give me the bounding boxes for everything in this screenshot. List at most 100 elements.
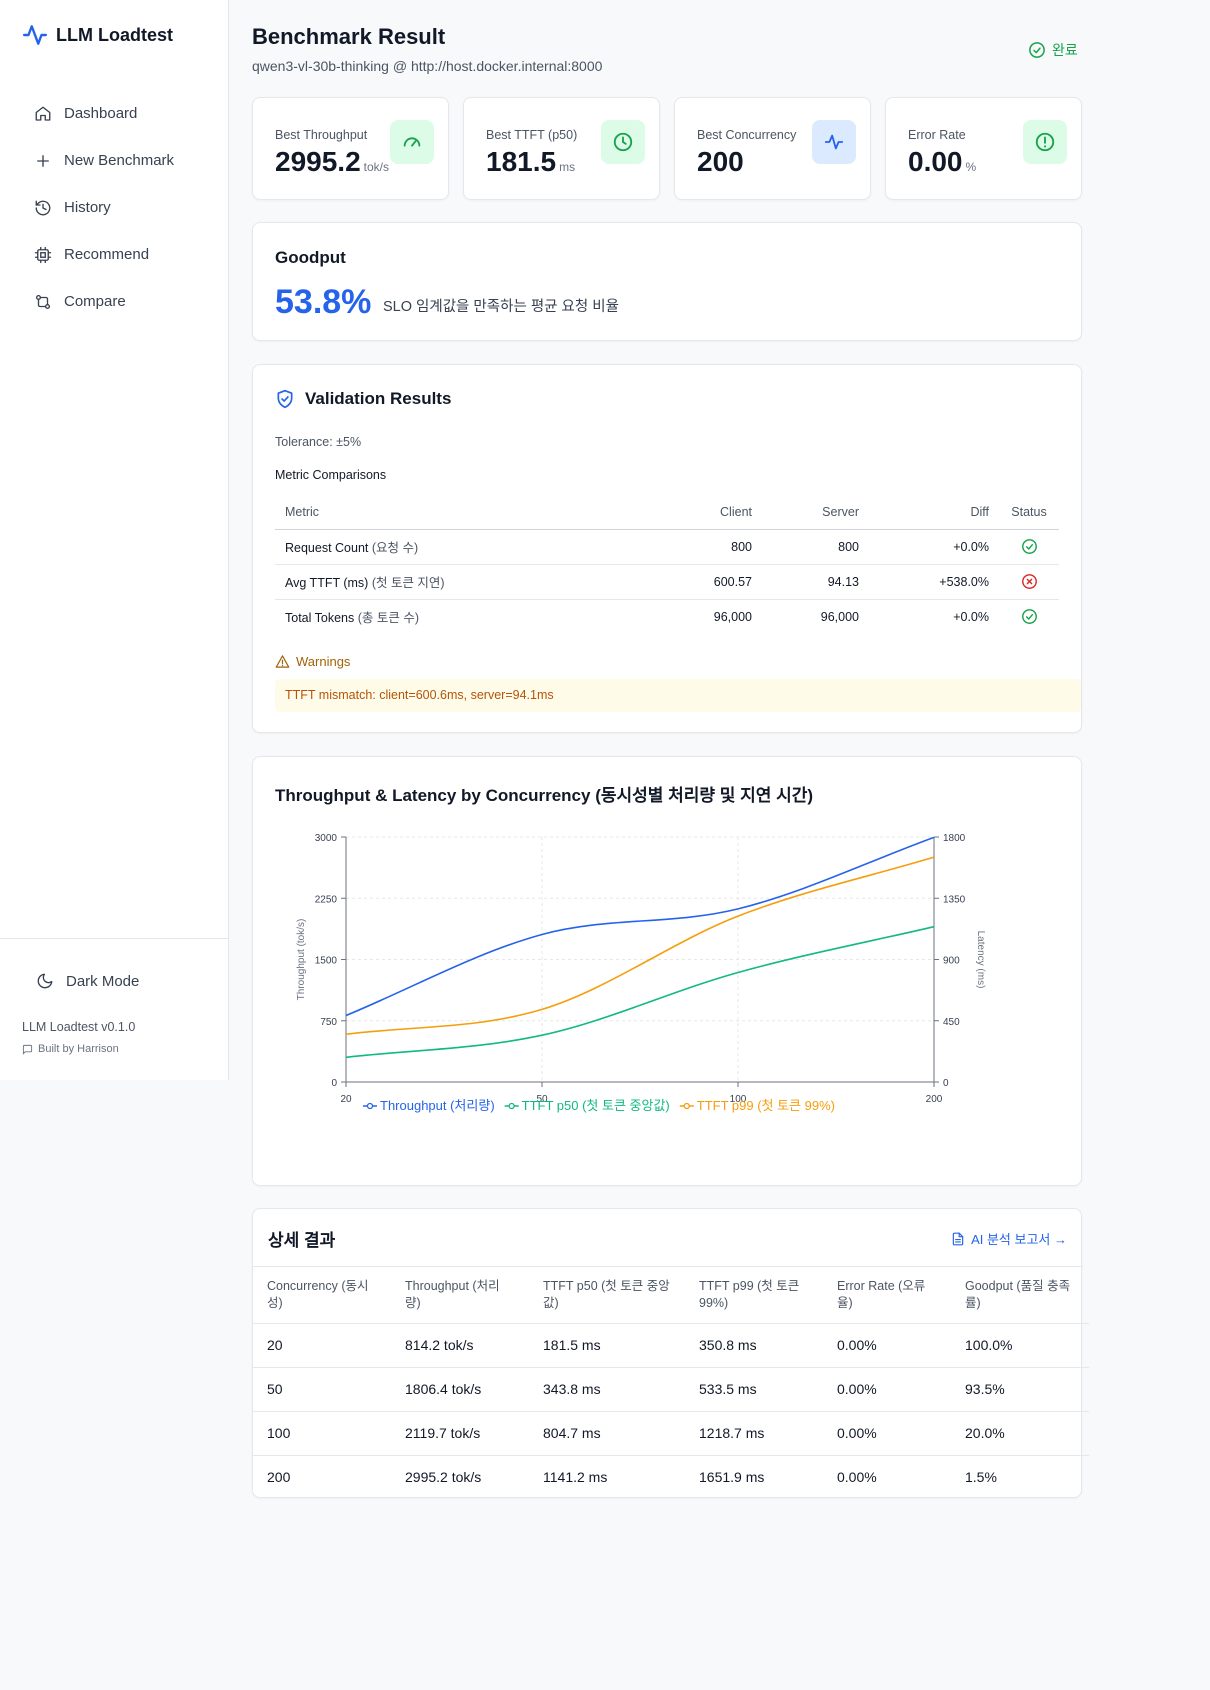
metric-name-kr: (요청 수) [371, 541, 419, 555]
table-row: Avg TTFT (ms) (첫 토큰 지연) 600.57 94.13 +53… [275, 564, 1059, 600]
metric-cell: Total Tokens (총 토큰 수) [275, 599, 655, 634]
series-line [345, 925, 935, 1059]
page-subtitle: qwen3-vl-30b-thinking @ http://host.dock… [252, 58, 603, 74]
history-icon [35, 200, 51, 215]
app-name: LLM Loadtest [56, 24, 173, 45]
details-card: 상세 결과 AI 분석 보고서 → Concurrency (동시성) Thro… [252, 1208, 1089, 1498]
comparisons-title: Metric Comparisons [275, 468, 387, 482]
x-tick-label: 100 [730, 1094, 747, 1105]
legend-item: TTFT p50 (첫 토큰 중앙값) [504, 1098, 670, 1113]
validation-header: Validation Results [275, 389, 451, 409]
sidebar-item-dashboard[interactable]: Dashboard [34, 90, 174, 137]
column-header-text: Error Rate (오류율) [837, 1278, 926, 1310]
ttft-p99-cell: 1651.9 ms [699, 1469, 765, 1486]
built-by-text: Built by Harrison [38, 1043, 119, 1055]
metric-cell: Request Count (요청 수) [275, 529, 655, 565]
ai-report-link[interactable]: AI 분석 보고서 → [951, 1229, 1067, 1248]
sidebar-item-label: Compare [64, 293, 126, 310]
stat-label: Best Concurrency [697, 128, 797, 142]
metric-cell: Avg TTFT (ms) (첫 토큰 지연) [275, 564, 655, 600]
series-line [345, 836, 935, 1017]
moon-icon [37, 973, 53, 989]
sidebar-item-label: New Benchmark [64, 152, 175, 169]
stat-icon-box [812, 120, 856, 164]
stat-label: Best TTFT (p50) [486, 128, 578, 142]
legend-marker [508, 1102, 515, 1110]
sidebar-divider [0, 938, 229, 939]
error-rate-cell: 0.00% [823, 1411, 951, 1456]
column-header: TTFT p50 (첫 토큰 중앙값) [529, 1267, 685, 1324]
goodput-cell: 1.5% [965, 1469, 997, 1486]
sidebar-item-label: History [64, 199, 111, 216]
server-cell: 800 [762, 529, 869, 565]
legend-label: Throughput (처리량) [380, 1098, 495, 1113]
details-title: 상세 결과 [268, 1231, 336, 1250]
goodput-value: 53.8% [275, 283, 372, 321]
sidebar-item-recommend[interactable]: Recommend [34, 231, 174, 278]
gauge-icon [403, 137, 421, 147]
metric-name: Total Tokens [285, 611, 355, 626]
column-header: Error Rate (오류율) [823, 1267, 951, 1324]
left-axis-title: Throughput (tok/s) [296, 919, 307, 1001]
plus-icon [37, 154, 49, 167]
column-header: TTFT p99 (첫 토큰 99%) [685, 1267, 823, 1324]
alert-circle-icon [1035, 132, 1055, 152]
stat-number: 200 [697, 146, 744, 177]
diff-cell: +0.0% [953, 609, 989, 624]
x-circle-icon [1021, 574, 1037, 589]
stat-card-error-rate: Error Rate 0.00% [885, 97, 1082, 200]
left-tick-label: 2250 [315, 894, 338, 905]
stat-unit: % [965, 160, 977, 174]
table-row: 100 2119.7 tok/s 804.7 ms 1218.7 ms 0.00… [253, 1411, 1089, 1456]
app-logo[interactable]: LLM Loadtest [22, 22, 173, 48]
legend-item: Throughput (처리량) [363, 1098, 495, 1113]
column-header: Metric [275, 495, 655, 530]
ttft-p50-cell: 804.7 ms [529, 1411, 685, 1456]
left-tick-label: 3000 [315, 833, 338, 844]
legend-marker [366, 1102, 374, 1110]
table-row: Request Count (요청 수) 800 800 +0.0% [275, 529, 1059, 565]
client-cell: 96,000 [713, 609, 752, 624]
dark-mode-toggle[interactable]: Dark Mode [36, 972, 139, 990]
details-divider [253, 1266, 1083, 1267]
clock-icon [613, 132, 633, 152]
stat-icon-box [1023, 120, 1067, 164]
activity-logo-icon [22, 25, 48, 45]
sidebar-item-label: Recommend [64, 246, 150, 263]
concurrency-cell: 20 [253, 1323, 391, 1368]
shield-check-icon [277, 389, 293, 409]
client-cell: 800 [655, 529, 762, 565]
stat-unit: ms [559, 160, 576, 174]
column-header-text: Throughput (처리량) [405, 1278, 500, 1310]
right-tick-label: 1350 [943, 894, 966, 905]
left-tick-label: 0 [331, 1078, 337, 1089]
concurrency-cell: 100 [253, 1411, 391, 1456]
goodput-cell: 100.0% [951, 1323, 1089, 1368]
sidebar-item-compare[interactable]: Compare [34, 278, 174, 325]
app-version: LLM Loadtest v0.1.0 [22, 1020, 136, 1034]
throughput-cell: 1806.4 tok/s [391, 1367, 529, 1412]
x-tick-label: 50 [536, 1094, 548, 1105]
ttft-p99-cell: 350.8 ms [685, 1323, 823, 1368]
built-by: Built by Harrison [22, 1043, 119, 1055]
git-compare-icon [35, 294, 51, 309]
left-tick-label: 750 [320, 1017, 337, 1028]
legend-item: TTFT p99 (첫 토큰 99%) [679, 1098, 835, 1113]
table-row: 200 2995.2 tok/s 1141.2 ms 1651.9 ms 0.0… [253, 1455, 1089, 1499]
series-line [345, 856, 935, 1036]
stat-value: 0.00% [908, 146, 976, 178]
sidebar-item-history[interactable]: History [34, 184, 174, 231]
diff-cell: +538.0% [869, 564, 999, 600]
check-circle-icon [1029, 42, 1045, 58]
throughput-cell: 2995.2 tok/s [405, 1469, 482, 1486]
table-row: 50 1806.4 tok/s 343.8 ms 533.5 ms 0.00% … [253, 1367, 1089, 1412]
alert-triangle-icon [275, 655, 290, 668]
stat-label: Best Throughput [275, 128, 368, 142]
validation-title: Validation Results [305, 389, 452, 408]
stat-number: 0.00 [908, 146, 963, 177]
sidebar-item-new-benchmark[interactable]: New Benchmark [34, 137, 174, 184]
stat-unit: tok/s [363, 160, 389, 174]
ttft-p99-cell: 1218.7 ms [685, 1411, 823, 1456]
status-cell [999, 529, 1059, 565]
concurrency-cell: 50 [253, 1367, 391, 1412]
